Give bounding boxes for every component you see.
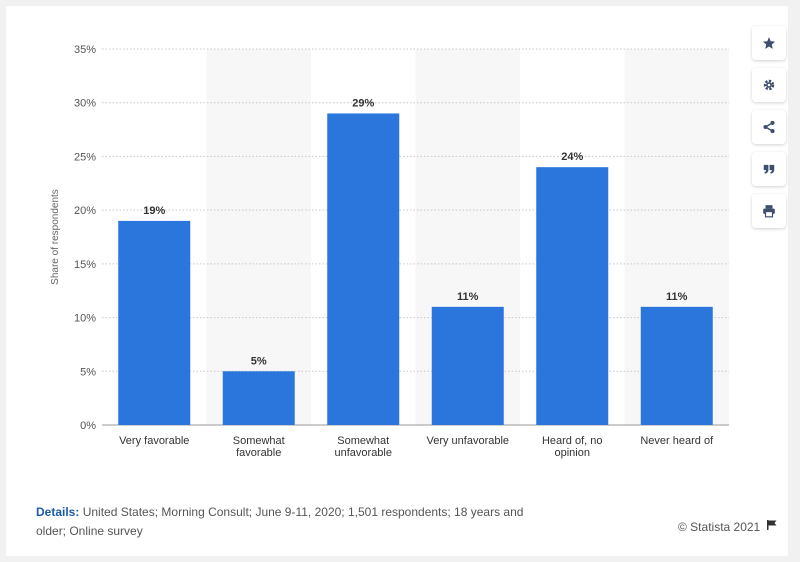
category-label: Somewhat favorable [233,435,285,459]
details-note: Details: United States; Morning Consult;… [36,503,556,541]
category-label-line: Never heard of [640,435,714,447]
y-tick-label: 30% [74,98,96,110]
y-axis-title: Share of respondents [50,189,61,285]
cite-button[interactable] [752,152,786,186]
bar [118,220,191,425]
category-label-line: Very favorable [119,435,189,447]
print-button[interactable] [752,194,786,228]
y-tick-label: 35% [74,44,96,56]
y-tick-label: 5% [80,366,96,378]
y-tick-label: 25% [74,151,96,163]
category-label-line: Heard of, no [542,435,603,447]
column-band [206,49,311,425]
category-label-line: unfavorable [335,447,393,459]
data-label: 11% [666,291,688,303]
data-label: 29% [352,97,374,109]
y-tick-label: 20% [74,205,96,217]
bar [536,167,609,425]
bar [222,371,295,425]
category-label: Very favorable [119,435,189,447]
copyright[interactable]: © Statista 2021 [678,519,778,534]
category-label-line: Very unfavorable [426,435,509,447]
y-tick-label: 15% [74,259,96,271]
category-label-line: Somewhat [337,435,389,447]
category-label: Never heard of [640,435,714,447]
quote-icon [763,164,775,174]
data-label: 5% [251,355,267,367]
print-icon [763,205,775,218]
toolbar [752,26,788,236]
category-label: Somewhat unfavorable [335,435,393,459]
details-text: United States; Morning Consult; June 9-1… [36,505,524,538]
bar [640,306,713,425]
copyright-text: © Statista 2021 [678,519,761,534]
category-label-line: favorable [236,447,281,459]
y-tick-label: 0% [80,420,96,432]
gear-icon [763,79,775,91]
share-button[interactable] [752,110,786,144]
data-label: 19% [143,205,165,217]
category-label: Very unfavorable [426,435,509,447]
chart-card: 0% 5% 10% 15% 20% 25% 30% 35% Share of responden… [6,6,788,556]
bar [431,306,504,425]
category-label-line: Somewhat [233,435,285,447]
data-label: 11% [457,291,479,303]
flag-icon [766,519,778,534]
details-label: Details: [36,505,80,519]
category-label: Heard of, no opinion [542,435,603,459]
category-label-line: opinion [555,447,590,459]
data-label: 24% [561,151,583,163]
favorite-button[interactable] [752,26,786,60]
settings-button[interactable] [752,68,786,102]
y-tick-label: 10% [74,313,96,325]
chart: 0% 5% 10% 15% 20% 25% 30% 35% Share of responden… [50,44,729,459]
share-icon [763,120,775,134]
star-icon [762,37,776,49]
bar [327,113,400,425]
